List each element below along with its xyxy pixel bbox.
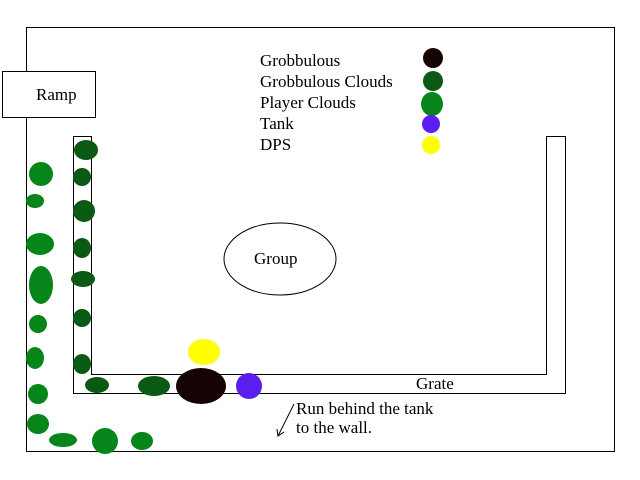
ramp-box — [2, 71, 96, 118]
legend-swatch-player-clouds — [421, 92, 443, 116]
grobbulous-cloud — [85, 377, 109, 393]
grobbulous-cloud — [74, 140, 98, 160]
grobbulous-cloud — [73, 200, 95, 222]
legend-swatch-dps — [422, 136, 440, 154]
player-cloud — [131, 432, 153, 450]
player-cloud — [26, 347, 44, 369]
grobbulous-cloud — [73, 168, 91, 186]
instruction-line-2: to the wall. — [296, 418, 372, 437]
player-cloud — [92, 428, 118, 454]
legend-swatch-grobbulous-clouds — [423, 71, 443, 91]
legend-swatch-tank — [422, 115, 440, 133]
legend: Grobbulous Grobbulous Clouds Player Clou… — [260, 48, 443, 154]
legend-label-dps: DPS — [260, 135, 291, 154]
player-cloud — [29, 315, 47, 333]
grate-label: Grate — [416, 374, 454, 393]
group-area — [223, 222, 337, 296]
grobbulous-cloud — [73, 238, 91, 258]
grobbulous-cloud — [73, 354, 91, 374]
legend-label-grobbulous: Grobbulous — [260, 51, 340, 70]
player-cloud — [29, 266, 53, 304]
grobbulous-cloud — [71, 271, 95, 287]
grobbulous-clouds — [71, 140, 170, 396]
tank-marker — [236, 373, 262, 399]
player-cloud — [26, 233, 54, 255]
grobbulous-marker — [176, 368, 226, 404]
player-cloud — [49, 433, 77, 447]
player-cloud — [29, 162, 53, 186]
dps-marker — [188, 339, 220, 365]
instruction-line-1: Run behind the tank — [296, 399, 434, 418]
player-cloud — [27, 414, 49, 434]
player-cloud — [28, 384, 48, 404]
player-clouds — [26, 162, 153, 454]
legend-label-tank: Tank — [260, 114, 294, 133]
ramp-label: Ramp — [36, 85, 77, 104]
player-cloud — [26, 194, 44, 208]
legend-label-player-clouds: Player Clouds — [260, 93, 356, 112]
arrow-icon — [276, 403, 295, 437]
grobbulous-cloud — [138, 376, 170, 396]
legend-label-grobbulous-clouds: Grobbulous Clouds — [260, 72, 393, 91]
room-outline — [26, 27, 615, 452]
grobbulous-cloud — [73, 309, 91, 327]
legend-swatch-grobbulous — [423, 48, 443, 68]
group-label: Group — [254, 249, 297, 268]
